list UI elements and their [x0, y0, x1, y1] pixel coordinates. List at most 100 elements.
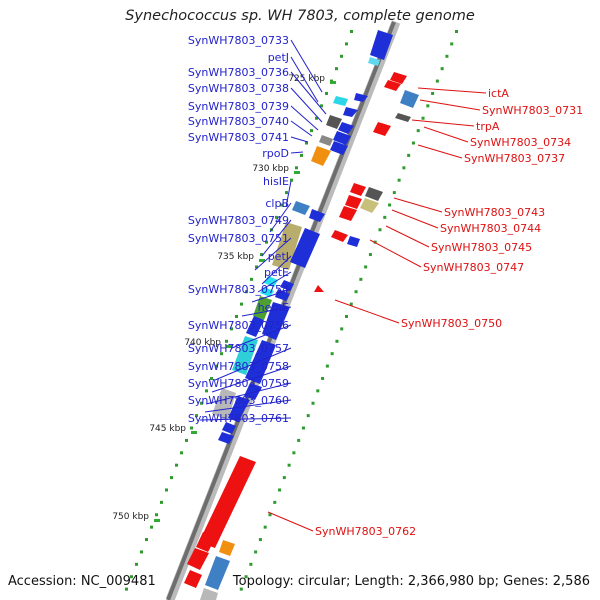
gene-block[interactable]: [292, 201, 310, 215]
gene-label-left[interactable]: SynWH7803_0749: [188, 214, 289, 227]
right-callouts: ictA SynWH7803_0731 trpA SynWH7803_0734 SynW…: [267, 87, 583, 538]
gene-arrow[interactable]: [218, 432, 234, 444]
gene-label-left[interactable]: SynWH7803_0751: [188, 232, 289, 245]
gene-arrow[interactable]: [262, 302, 290, 340]
gene-label-left[interactable]: SynWH7803_0756: [188, 319, 289, 332]
track-dot: [310, 129, 313, 133]
gene-label-left[interactable]: SynWH7803_0758: [188, 360, 289, 373]
gene-arrow[interactable]: [314, 285, 324, 292]
gene-block-0762[interactable]: [199, 456, 256, 548]
gene-arrow[interactable]: [184, 570, 202, 588]
gene-label-left[interactable]: SynWH7803_0739: [188, 100, 289, 113]
gene-label-left[interactable]: SynWH7803_0738: [188, 82, 289, 95]
track-dot: [150, 525, 153, 529]
gene-arrow[interactable]: [245, 340, 276, 384]
gene-label-left[interactable]: SynWH7803_0733: [188, 34, 289, 47]
gene-block[interactable]: [219, 540, 235, 556]
gene-block[interactable]: [246, 316, 264, 337]
gene-label-right[interactable]: SynWH7803_0743: [444, 206, 545, 219]
gene-block[interactable]: [368, 57, 380, 66]
gene-block[interactable]: [272, 222, 302, 270]
gene-arrow[interactable]: [196, 532, 216, 552]
gene-block[interactable]: [253, 296, 272, 320]
track-dot: [210, 376, 213, 380]
gene-block[interactable]: [365, 187, 383, 201]
gene-arrow[interactable]: [373, 122, 391, 136]
gene-block[interactable]: [395, 113, 411, 122]
track-dot: [244, 575, 248, 579]
track-dot: [445, 54, 449, 58]
track-dot: [249, 562, 253, 566]
gene-label-right[interactable]: ictA: [488, 87, 509, 100]
gene-arrow[interactable]: [343, 107, 358, 117]
gene-arrow[interactable]: [331, 230, 348, 242]
gene-block[interactable]: [319, 135, 333, 146]
gene-arrow[interactable]: [222, 422, 236, 434]
gene-block[interactable]: [400, 90, 419, 108]
gene-label-right[interactable]: SynWH7803_0737: [464, 152, 565, 165]
gene-arrow[interactable]: [354, 93, 368, 102]
track-dot: [285, 191, 288, 195]
gene-arrow[interactable]: [384, 80, 401, 91]
gene-block[interactable]: [347, 236, 360, 247]
gene-block[interactable]: [212, 388, 236, 420]
gene-arrow[interactable]: [390, 72, 407, 84]
gene-label-right[interactable]: SynWH7803_0734: [470, 136, 571, 149]
track-dot: [254, 550, 258, 554]
gene-arrow[interactable]: [330, 141, 348, 155]
gene-label-left[interactable]: petJ: [268, 250, 289, 263]
gene-arrow[interactable]: [290, 228, 320, 268]
gene-block[interactable]: [333, 96, 348, 106]
gene-label-right[interactable]: SynWH7803_0762: [315, 525, 416, 538]
gene-label-left[interactable]: petJ: [268, 51, 289, 64]
gene-block[interactable]: [260, 287, 274, 297]
gene-label-left[interactable]: hemE: [258, 301, 289, 314]
gene-label-left[interactable]: SynWH7803_0741: [188, 131, 289, 144]
gene-label-left[interactable]: SynWH7803_0760: [188, 394, 289, 407]
track-dot: [325, 364, 329, 368]
gene-label-left[interactable]: rpoD: [262, 147, 289, 160]
gene-label-right[interactable]: SynWH7803_0731: [482, 104, 583, 117]
gene-label-right[interactable]: SynWH7803_0750: [401, 317, 502, 330]
gene-block[interactable]: [200, 588, 218, 600]
gene-arrow[interactable]: [187, 548, 209, 570]
gene-label-left[interactable]: SynWH7803_0736: [188, 66, 289, 79]
gene-label-left[interactable]: SynWH7803_0740: [188, 115, 289, 128]
track-dot: [335, 339, 339, 343]
gene-label-right[interactable]: SynWH7803_0747: [423, 261, 524, 274]
gene-label-left[interactable]: clpB: [265, 197, 289, 210]
gene-block[interactable]: [311, 146, 331, 166]
track-dot: [287, 463, 291, 467]
track-dot: [155, 513, 158, 517]
gene-arrow[interactable]: [244, 383, 262, 400]
gene-arrow[interactable]: [339, 206, 357, 221]
gene-arrow[interactable]: [350, 183, 366, 196]
gene-block[interactable]: [326, 115, 342, 129]
gene-label-right[interactable]: SynWH7803_0745: [431, 241, 532, 254]
gene-arrow[interactable]: [228, 396, 250, 422]
gene-arrow[interactable]: [309, 209, 325, 222]
gene-arrow[interactable]: [280, 280, 294, 291]
callout-line-right: [423, 126, 469, 143]
gene-label-left[interactable]: petE: [264, 266, 289, 279]
gene-arrow[interactable]: [275, 289, 290, 301]
gene-label-left[interactable]: SynWH7803_0761: [188, 412, 289, 425]
gene-arrow[interactable]: [338, 122, 354, 134]
track-dot: [145, 538, 148, 542]
gene-arrow[interactable]: [345, 195, 362, 209]
gene-block[interactable]: [232, 336, 258, 375]
kbp-tick-mark: [226, 345, 232, 348]
callout-line-right: [417, 144, 463, 159]
gene-block[interactable]: [205, 556, 230, 590]
gene-label-right[interactable]: SynWH7803_0744: [440, 222, 541, 235]
gene-label-left[interactable]: SynWH7803_0757: [188, 342, 289, 355]
track-dot: [402, 166, 406, 170]
gene-block[interactable]: [370, 30, 393, 60]
kbp-tick-mark: [191, 431, 197, 434]
gene-label-left[interactable]: hisIE: [263, 175, 289, 188]
gene-label-left[interactable]: SynWH7803_0759: [188, 377, 289, 390]
gene-arrow[interactable]: [333, 131, 351, 145]
gene-block[interactable]: [360, 198, 379, 213]
gene-label-left[interactable]: SynWH7803_0754: [188, 283, 289, 296]
gene-label-right[interactable]: trpA: [476, 120, 500, 133]
